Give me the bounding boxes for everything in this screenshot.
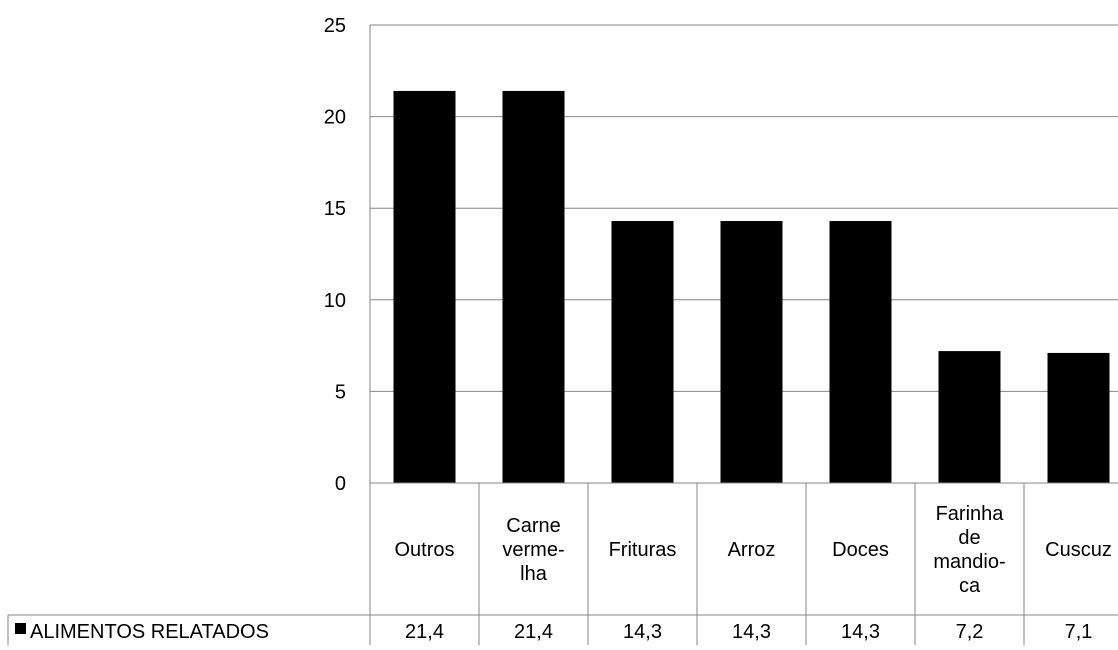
legend-key <box>15 623 26 634</box>
data-table-value: 7,2 <box>956 621 984 643</box>
data-table: Outros Carne verme-lha Frituras Arroz Doces Fa… <box>7 483 1118 645</box>
y-tick-label: 25 <box>324 15 346 37</box>
data-table-value: 14,3 <box>623 621 662 643</box>
data-table-value: 14,3 <box>732 621 771 643</box>
category-label: Farinha de mandio-ca <box>933 503 1005 597</box>
category-label-line: Frituras <box>609 539 677 561</box>
category-label: Carne verme-lha <box>502 515 564 585</box>
category-label-line: Arroz <box>728 539 776 561</box>
category-label: Doces <box>832 539 889 561</box>
category-label-line: mandio- <box>933 551 1005 573</box>
category-label-line: ca <box>959 575 981 597</box>
data-table-value: 7,1 <box>1065 621 1093 643</box>
category-label-line: Farinha <box>936 503 1005 525</box>
bar <box>393 90 456 484</box>
bar <box>829 221 892 484</box>
category-label: Arroz <box>728 539 776 561</box>
category-label-line: lha <box>520 563 548 585</box>
category-label: Frituras <box>609 539 677 561</box>
y-tick-label: 20 <box>324 107 346 129</box>
series-name: ALIMENTOS RELATADOS <box>30 621 269 643</box>
category-label-line: Cuscuz <box>1045 539 1112 561</box>
data-table-value: 14,3 <box>841 621 880 643</box>
y-tick-label: 5 <box>335 381 346 403</box>
category-label: Cuscuz <box>1045 539 1112 561</box>
category-label-line: Outros <box>394 539 454 561</box>
category-label-line: verme- <box>502 539 564 561</box>
bar <box>611 221 674 484</box>
bars <box>393 90 1110 484</box>
axes <box>369 25 1118 645</box>
y-tick-label: 15 <box>324 198 346 220</box>
y-tick-label: 0 <box>335 473 346 495</box>
bar <box>1047 352 1110 483</box>
y-tick-label: 10 <box>324 290 346 312</box>
data-table-value: 21,4 <box>405 621 444 643</box>
y-tick-labels: 0 5 10 15 20 25 <box>324 15 346 495</box>
category-label: Outros <box>394 539 454 561</box>
bar <box>938 351 1001 483</box>
category-label-line: Carne <box>506 515 560 537</box>
bar <box>720 221 783 484</box>
category-label-line: Doces <box>832 539 889 561</box>
category-label-line: de <box>958 527 980 549</box>
data-table-value: 21,4 <box>514 621 553 643</box>
bar <box>502 90 565 484</box>
